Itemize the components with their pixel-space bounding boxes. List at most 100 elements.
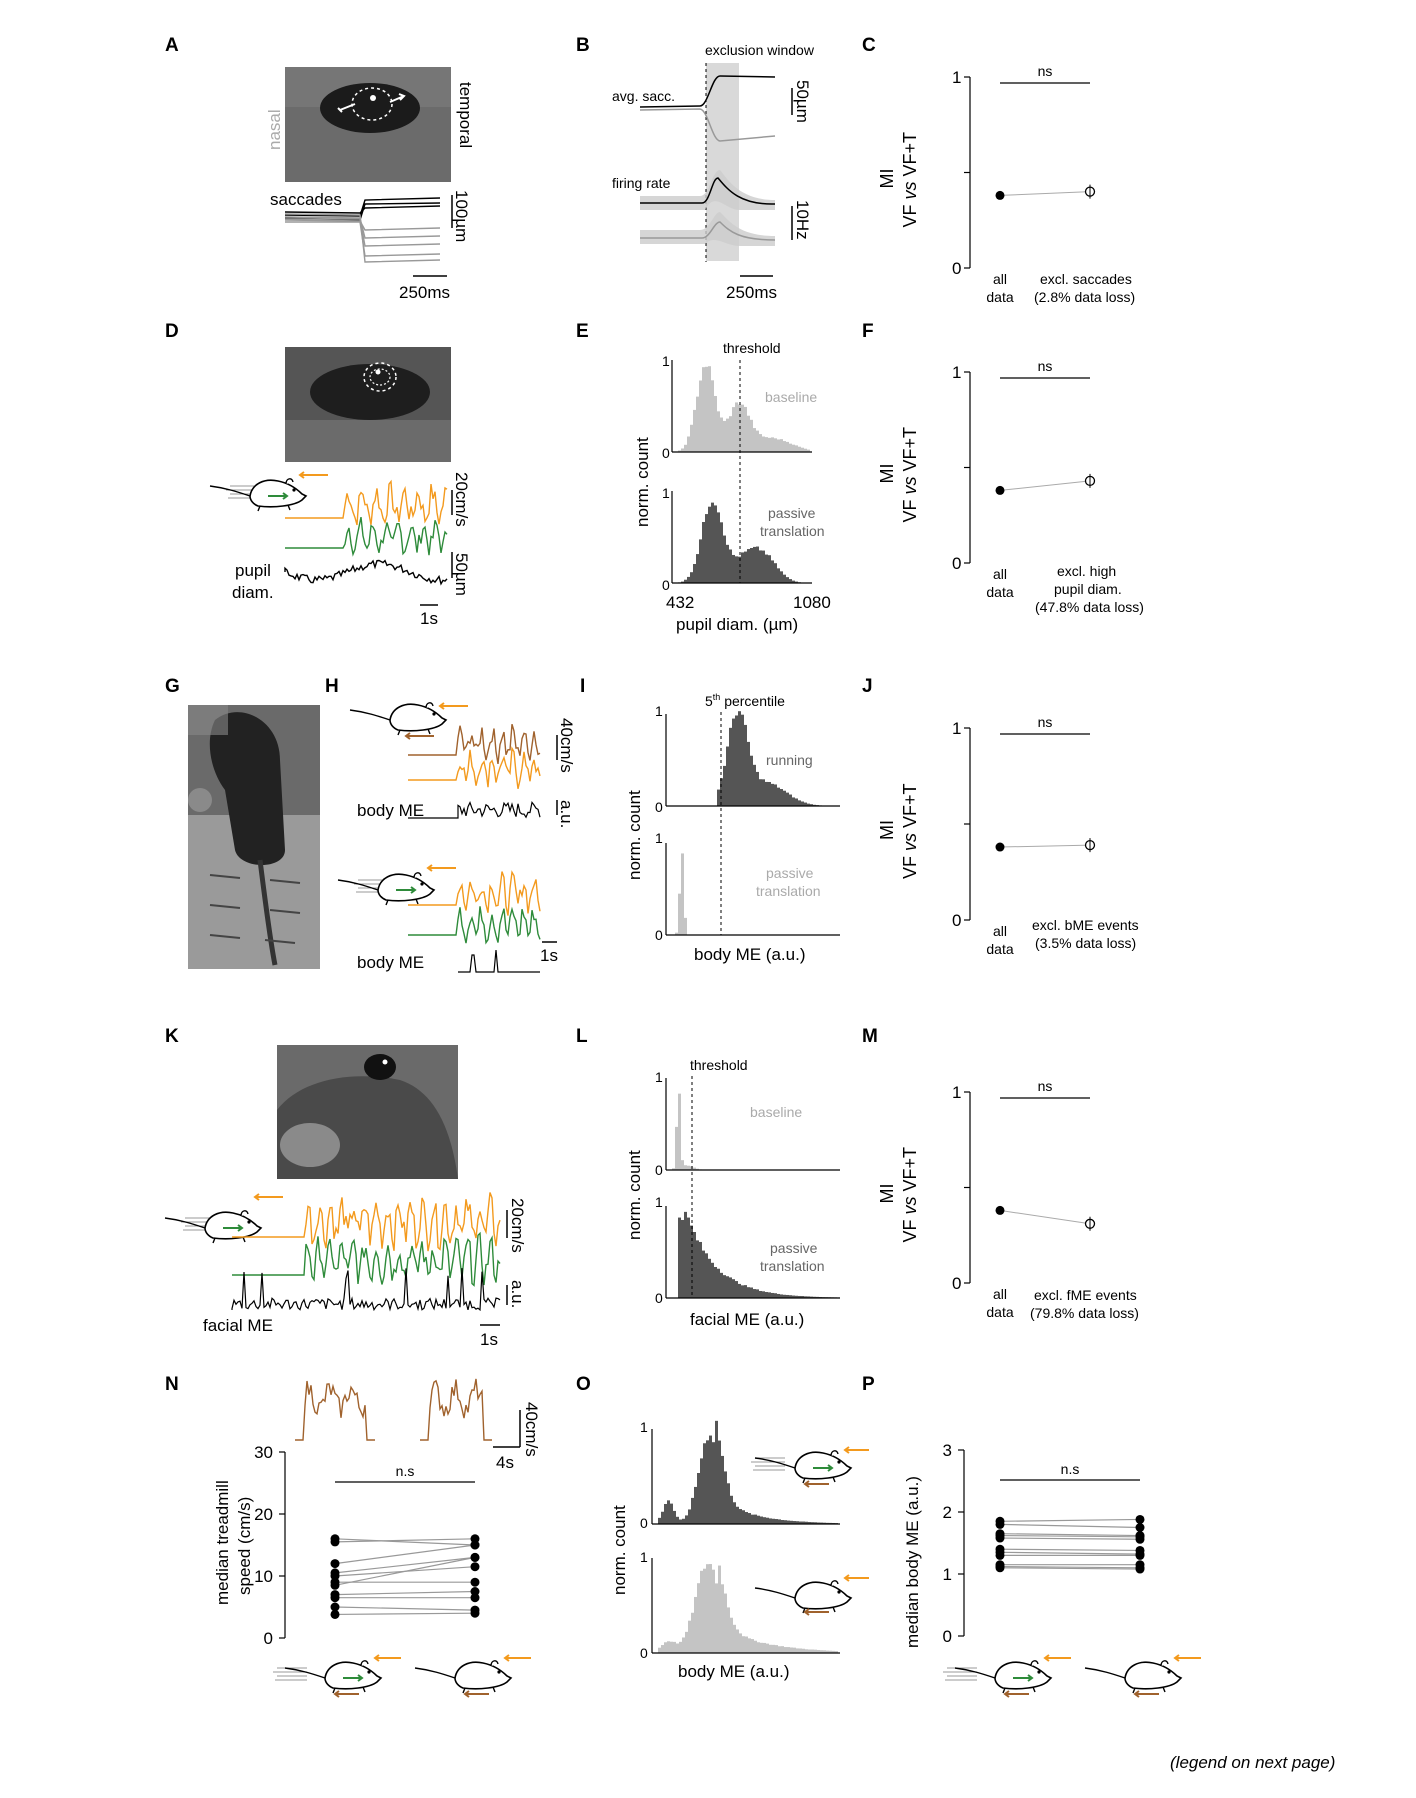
histogram-bar (759, 779, 762, 806)
histogram-bar (750, 548, 753, 583)
histogram-bar (723, 1275, 726, 1298)
trace-h-bme-2 (458, 949, 540, 973)
histogram-bar (756, 1289, 759, 1298)
temporal-label: temporal (456, 82, 475, 148)
i-tick-0a: 0 (655, 799, 663, 815)
histogram-bar (712, 1442, 715, 1524)
mi-tick-label-0: 0 (952, 554, 961, 573)
histogram-bar (826, 1650, 829, 1653)
histogram-bar (771, 560, 774, 583)
paired-point-right (470, 1608, 480, 1618)
scale-h-speed: 40cm/s (557, 718, 576, 773)
histogram-bar (690, 1225, 693, 1298)
ns-label: n.s (1061, 1461, 1080, 1477)
histogram-bar (810, 1296, 813, 1298)
histogram-bar (673, 1510, 676, 1524)
all-label: all (993, 566, 1007, 582)
scale-n-s: 4s (496, 1453, 514, 1472)
mi-tick-label-0: 0 (952, 259, 961, 278)
histogram-bar (835, 1651, 838, 1653)
histogram-bar (777, 787, 780, 806)
histogram-bar (738, 711, 741, 806)
histogram-bar (784, 1520, 787, 1524)
l-tick-0b: 0 (655, 1290, 663, 1306)
ylabel-n-2: speed (cm/s) (235, 1497, 254, 1595)
paired-point-left (330, 1571, 340, 1581)
histogram-bar (705, 1253, 708, 1298)
paired-tick-label: 2 (943, 1503, 952, 1522)
histogram-bar (762, 550, 765, 583)
histogram-bar (682, 1637, 685, 1653)
paired-line (334, 1556, 476, 1586)
histogram-bar (687, 576, 690, 583)
histogram-bar (739, 1509, 742, 1524)
histogram-bar (729, 416, 732, 452)
paired-point-right (470, 1577, 480, 1587)
histogram-bar (721, 1584, 724, 1653)
panel-label-g: G (165, 676, 180, 697)
histogram-bar (672, 1168, 675, 1170)
histogram-bar (738, 556, 741, 583)
histogram-bar (744, 1285, 747, 1298)
histogram-bar (726, 746, 729, 806)
histogram-bar (681, 581, 684, 583)
histogram-bar (760, 1642, 763, 1653)
histogram-bar (814, 1649, 817, 1653)
scale-b-x: 250ms (726, 283, 777, 302)
trace-h-green (408, 906, 541, 945)
histogram-bar (765, 437, 768, 452)
panel-label-o: O (576, 1374, 591, 1395)
histogram-bar (765, 554, 768, 583)
i-tick-1b: 1 (655, 830, 663, 846)
mi-ylabel-2: VF vs VF+T (900, 1147, 920, 1243)
ylabel-o: norm. count (610, 1505, 629, 1595)
histogram-bar (726, 1276, 729, 1298)
paired-line (999, 1548, 1141, 1552)
histogram-bar (789, 794, 792, 806)
excl-f-1: excl. high (1057, 563, 1116, 579)
histogram-bar (792, 444, 795, 452)
o-tick-1a: 1 (640, 1419, 648, 1435)
histogram-bar (808, 1522, 811, 1524)
scale-b-hz: 10Hz (793, 200, 812, 240)
histogram-bar (735, 1281, 738, 1298)
histogram-bar (774, 1293, 777, 1298)
facial-label: facial ME (203, 1316, 273, 1335)
excl-m-1: excl. fME events (1034, 1287, 1137, 1303)
histogram-bar (744, 406, 747, 452)
histogram-bar (703, 1568, 706, 1653)
histogram-bar (808, 1649, 811, 1653)
paired-line (999, 1537, 1141, 1540)
mouse-icon-n-1 (272, 1654, 401, 1698)
paired-point-left (330, 1537, 340, 1547)
histogram-e-passive (671, 491, 812, 584)
avg-saccade-trace-up (639, 75, 776, 108)
histogram-bar (781, 1519, 784, 1524)
paired-plot-p: 0 1 2 3 n.s (943, 1441, 1145, 1646)
excl-j-2: (3.5% data loss) (1035, 935, 1136, 951)
paired-line (999, 1518, 1141, 1522)
firing-rate-trace-2 (640, 221, 776, 241)
histogram-bar (744, 551, 747, 583)
paired-point-left (995, 1519, 1005, 1529)
histogram-bar (820, 1650, 823, 1653)
histogram-bar (723, 765, 726, 806)
paired-point-right (1135, 1534, 1145, 1544)
histogram-bar (714, 396, 717, 452)
histogram-bar (801, 447, 804, 452)
paired-point-right (470, 1540, 480, 1550)
histogram-bar (678, 1217, 681, 1298)
ns-label: ns (1038, 1078, 1053, 1094)
histogram-e-baseline (671, 360, 812, 453)
paired-tick-label: 20 (254, 1505, 273, 1524)
xtick-e-max: 1080 (793, 593, 831, 612)
histogram-bar (705, 366, 708, 452)
paired-point-left (995, 1550, 1005, 1560)
paired-tick-label: 1 (943, 1565, 952, 1584)
histogram-bar (736, 1506, 739, 1524)
histogram-bar (658, 1647, 661, 1653)
